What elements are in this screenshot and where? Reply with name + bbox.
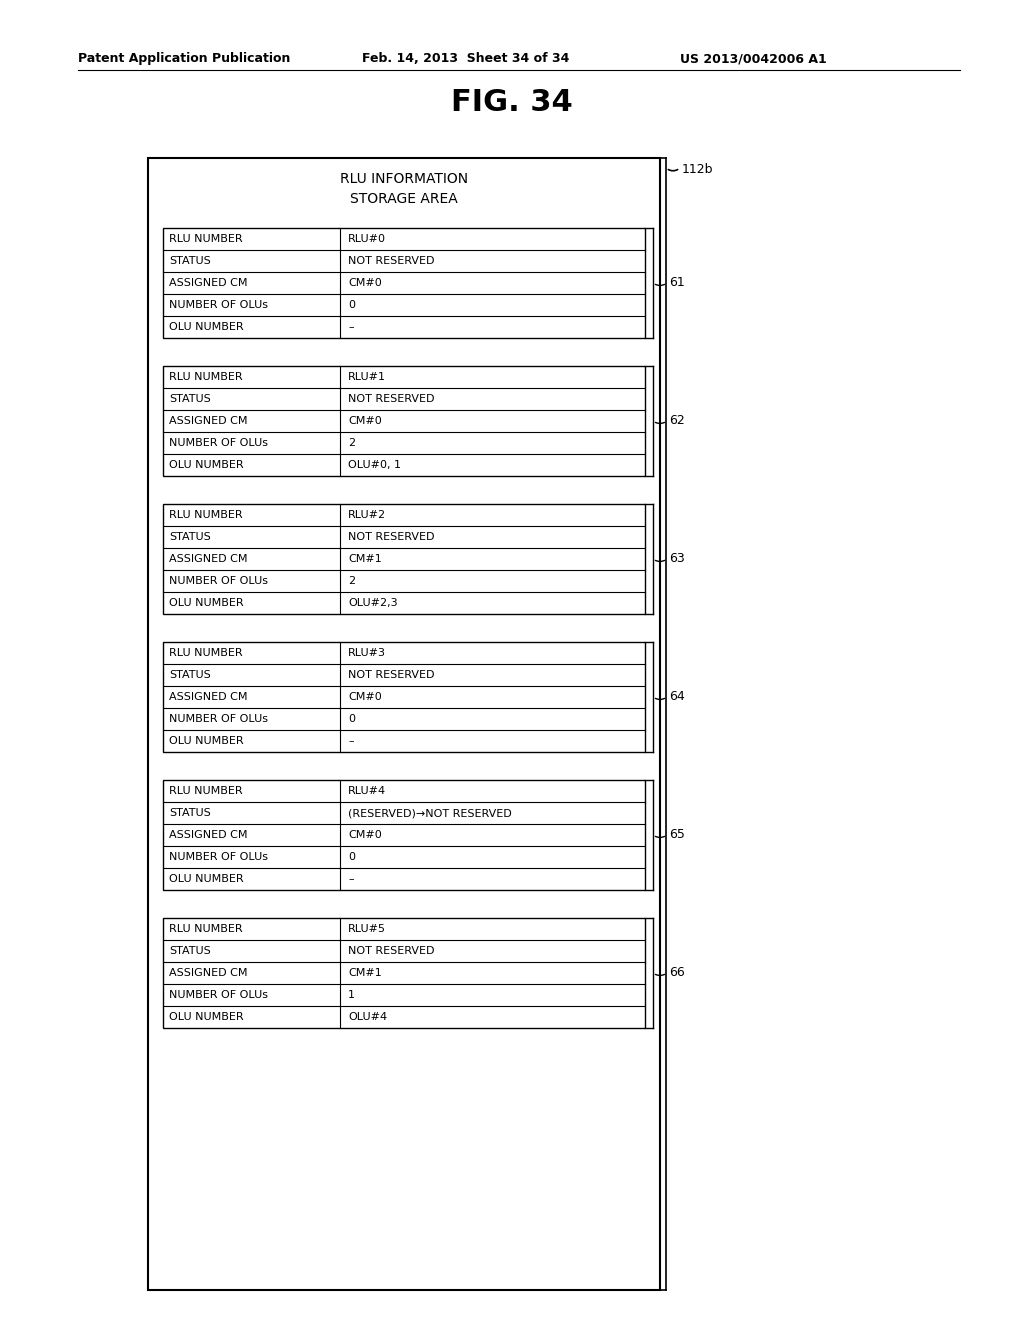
Text: STORAGE AREA: STORAGE AREA [350, 191, 458, 206]
Bar [163, 228, 645, 338]
Text: –: – [348, 322, 353, 333]
Text: (RESERVED)→NOT RESERVED: (RESERVED)→NOT RESERVED [348, 808, 512, 818]
Text: STATUS: STATUS [169, 808, 211, 818]
Text: NUMBER OF OLUs: NUMBER OF OLUs [169, 438, 268, 447]
Text: RLU NUMBER: RLU NUMBER [169, 510, 243, 520]
Text: 65: 65 [669, 829, 685, 842]
Text: NOT RESERVED: NOT RESERVED [348, 256, 434, 267]
Text: US 2013/0042006 A1: US 2013/0042006 A1 [680, 51, 826, 65]
Text: CM#0: CM#0 [348, 279, 382, 288]
Text: 0: 0 [348, 300, 355, 310]
Text: 2: 2 [348, 438, 355, 447]
Bar [148, 158, 660, 1290]
Text: ASSIGNED CM: ASSIGNED CM [169, 554, 248, 564]
Text: ASSIGNED CM: ASSIGNED CM [169, 416, 248, 426]
Text: RLU NUMBER: RLU NUMBER [169, 785, 243, 796]
Text: RLU NUMBER: RLU NUMBER [169, 372, 243, 381]
Text: OLU NUMBER: OLU NUMBER [169, 322, 244, 333]
Text: 66: 66 [669, 966, 685, 979]
Text: CM#1: CM#1 [348, 968, 382, 978]
Text: OLU NUMBER: OLU NUMBER [169, 874, 244, 884]
Text: NOT RESERVED: NOT RESERVED [348, 532, 434, 543]
Bar [163, 780, 645, 890]
Text: OLU#4: OLU#4 [348, 1012, 387, 1022]
Bar [163, 504, 645, 614]
Text: RLU#1: RLU#1 [348, 372, 386, 381]
Text: RLU#2: RLU#2 [348, 510, 386, 520]
Text: NUMBER OF OLUs: NUMBER OF OLUs [169, 851, 268, 862]
Text: Patent Application Publication: Patent Application Publication [78, 51, 291, 65]
Text: RLU#4: RLU#4 [348, 785, 386, 796]
Text: 62: 62 [669, 414, 685, 428]
Text: CM#1: CM#1 [348, 554, 382, 564]
Text: RLU NUMBER: RLU NUMBER [169, 648, 243, 657]
Text: RLU INFORMATION: RLU INFORMATION [340, 172, 468, 186]
Bar [163, 642, 645, 752]
Text: 63: 63 [669, 553, 685, 565]
Text: Feb. 14, 2013  Sheet 34 of 34: Feb. 14, 2013 Sheet 34 of 34 [362, 51, 569, 65]
Text: ASSIGNED CM: ASSIGNED CM [169, 968, 248, 978]
Text: NOT RESERVED: NOT RESERVED [348, 393, 434, 404]
Bar [163, 366, 645, 477]
Text: RLU#0: RLU#0 [348, 234, 386, 244]
Text: OLU NUMBER: OLU NUMBER [169, 459, 244, 470]
Text: –: – [348, 737, 353, 746]
Text: STATUS: STATUS [169, 532, 211, 543]
Text: ASSIGNED CM: ASSIGNED CM [169, 692, 248, 702]
Text: NUMBER OF OLUs: NUMBER OF OLUs [169, 576, 268, 586]
Text: OLU NUMBER: OLU NUMBER [169, 1012, 244, 1022]
Text: STATUS: STATUS [169, 393, 211, 404]
Text: CM#0: CM#0 [348, 830, 382, 840]
Text: ASSIGNED CM: ASSIGNED CM [169, 279, 248, 288]
Text: 61: 61 [669, 276, 685, 289]
Text: ASSIGNED CM: ASSIGNED CM [169, 830, 248, 840]
Text: STATUS: STATUS [169, 256, 211, 267]
Text: NUMBER OF OLUs: NUMBER OF OLUs [169, 300, 268, 310]
Text: STATUS: STATUS [169, 671, 211, 680]
Text: 64: 64 [669, 690, 685, 704]
Text: RLU#5: RLU#5 [348, 924, 386, 935]
Text: RLU NUMBER: RLU NUMBER [169, 234, 243, 244]
Bar [163, 917, 645, 1028]
Text: NOT RESERVED: NOT RESERVED [348, 946, 434, 956]
Text: OLU#2,3: OLU#2,3 [348, 598, 397, 609]
Text: 2: 2 [348, 576, 355, 586]
Text: 0: 0 [348, 714, 355, 723]
Text: 0: 0 [348, 851, 355, 862]
Text: OLU NUMBER: OLU NUMBER [169, 598, 244, 609]
Text: CM#0: CM#0 [348, 416, 382, 426]
Text: NOT RESERVED: NOT RESERVED [348, 671, 434, 680]
Text: RLU NUMBER: RLU NUMBER [169, 924, 243, 935]
Text: NUMBER OF OLUs: NUMBER OF OLUs [169, 990, 268, 1001]
Text: STATUS: STATUS [169, 946, 211, 956]
Text: FIG. 34: FIG. 34 [452, 88, 572, 117]
Text: 112b: 112b [682, 162, 714, 176]
Text: OLU NUMBER: OLU NUMBER [169, 737, 244, 746]
Text: –: – [348, 874, 353, 884]
Text: CM#0: CM#0 [348, 692, 382, 702]
Text: NUMBER OF OLUs: NUMBER OF OLUs [169, 714, 268, 723]
Text: RLU#3: RLU#3 [348, 648, 386, 657]
Text: 1: 1 [348, 990, 355, 1001]
Text: OLU#0, 1: OLU#0, 1 [348, 459, 401, 470]
